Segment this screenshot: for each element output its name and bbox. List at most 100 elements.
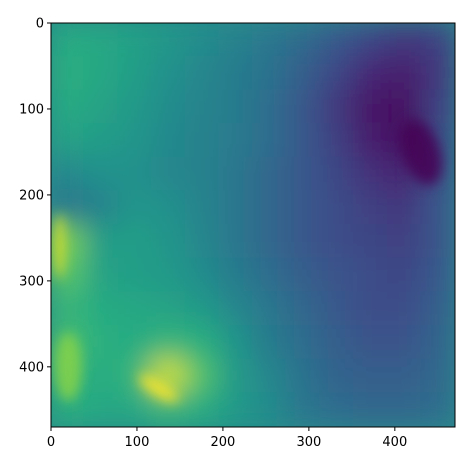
heatmap-cell — [151, 190, 187, 226]
heatmap-hotspot — [54, 332, 82, 402]
heatmap-cell — [285, 89, 322, 125]
heatmap-cell — [353, 224, 389, 260]
heatmap-cell — [319, 156, 355, 193]
heatmap-cell — [319, 55, 355, 92]
heatmap-cell — [386, 23, 423, 58]
heatmap-cell — [386, 358, 423, 395]
heatmap-cell — [420, 392, 455, 427]
heatmap-cell — [184, 224, 221, 260]
heatmap-cell — [386, 257, 423, 294]
heatmap-cell — [184, 55, 221, 92]
heatmap-cell — [184, 257, 221, 294]
heatmap-cell — [252, 224, 288, 260]
heatmap-cell — [117, 392, 153, 427]
heatmap-cell — [319, 123, 355, 159]
heatmap-cell — [151, 156, 187, 193]
x-tick-label: 0 — [47, 435, 55, 450]
heatmap-cell — [285, 190, 322, 226]
heatmap-cell — [386, 291, 423, 327]
heatmap-cell — [151, 291, 187, 327]
heatmap-cell — [51, 156, 86, 193]
heatmap-cell — [218, 392, 254, 427]
heatmap-cell — [420, 325, 455, 361]
heatmap-cell — [218, 325, 254, 361]
x-tick-label: 300 — [296, 435, 321, 450]
heatmap-cell — [51, 55, 86, 92]
heatmap-cell — [319, 23, 355, 58]
heatmap-cell — [353, 156, 389, 193]
heatmap-cell — [151, 224, 187, 260]
heatmap-cell — [420, 358, 455, 395]
heatmap-cell — [117, 123, 153, 159]
heatmap-cell — [83, 23, 120, 58]
heatmap-cell — [184, 291, 221, 327]
heatmap-cell — [353, 89, 389, 125]
heatmap-cell — [51, 23, 86, 58]
heatmap-cell — [83, 392, 120, 427]
heatmap-cell — [218, 358, 254, 395]
heatmap-cell — [386, 55, 423, 92]
heatmap-cell — [285, 55, 322, 92]
heatmap-cell — [252, 392, 288, 427]
heatmap-cell — [386, 190, 423, 226]
heatmap-cell — [319, 190, 355, 226]
heatmap-cell — [184, 156, 221, 193]
heatmap-cell — [184, 190, 221, 226]
heatmap-cell — [319, 392, 355, 427]
heatmap-cell — [184, 23, 221, 58]
heatmap-cell — [319, 224, 355, 260]
heatmap-cell — [420, 224, 455, 260]
heatmap-cell — [218, 190, 254, 226]
heatmap-cell — [218, 23, 254, 58]
heatmap-cell — [151, 89, 187, 125]
heatmap-cell — [420, 190, 455, 226]
y-tick-label: 100 — [19, 102, 44, 117]
heatmap-cell — [83, 89, 120, 125]
heatmap-cell — [218, 123, 254, 159]
heatmap-cell — [319, 257, 355, 294]
heatmap-cell — [285, 325, 322, 361]
heatmap-cell — [285, 156, 322, 193]
heatmap-cell — [184, 325, 221, 361]
heatmap-cell — [285, 291, 322, 327]
heatmap-cell — [151, 325, 187, 361]
x-tick-label: 400 — [382, 435, 407, 450]
x-tick-label: 100 — [125, 435, 150, 450]
heatmap-cell — [285, 23, 322, 58]
heatmap-cell — [184, 123, 221, 159]
heatmap-cell — [252, 257, 288, 294]
heatmap-cell — [151, 55, 187, 92]
y-tick-label: 300 — [19, 274, 44, 289]
heatmap-cell — [218, 89, 254, 125]
heatmap-cell — [83, 257, 120, 294]
heatmap-cell — [285, 392, 322, 427]
heatmap-cell — [353, 392, 389, 427]
heatmap-cell — [117, 257, 153, 294]
heatmap-cell — [117, 190, 153, 226]
heatmap-cell — [83, 291, 120, 327]
heatmap-cell — [285, 224, 322, 260]
heatmap-cell — [184, 89, 221, 125]
heatmap-image — [51, 23, 455, 427]
heatmap-cell — [386, 392, 423, 427]
heatmap-cell — [83, 190, 120, 226]
heatmap-cell — [218, 257, 254, 294]
heatmap-cell — [252, 190, 288, 226]
heatmap-cell — [353, 358, 389, 395]
heatmap-cell — [252, 291, 288, 327]
heatmap-cell — [353, 55, 389, 92]
x-tick-label: 200 — [211, 435, 236, 450]
heatmap-cell — [51, 123, 86, 159]
heatmap-cell — [184, 392, 221, 427]
heatmap-cell — [117, 224, 153, 260]
heatmap-cell — [117, 89, 153, 125]
y-axis: 0 100 200 300 400 — [19, 17, 51, 375]
heatmap-cell — [252, 89, 288, 125]
heatmap-cell — [285, 358, 322, 395]
heatmap-cell — [420, 257, 455, 294]
heatmap-cell — [51, 89, 86, 125]
heatmap-cell — [83, 325, 120, 361]
heatmap-cell — [252, 23, 288, 58]
heatmap-cell — [252, 325, 288, 361]
heatmap-cell — [353, 291, 389, 327]
